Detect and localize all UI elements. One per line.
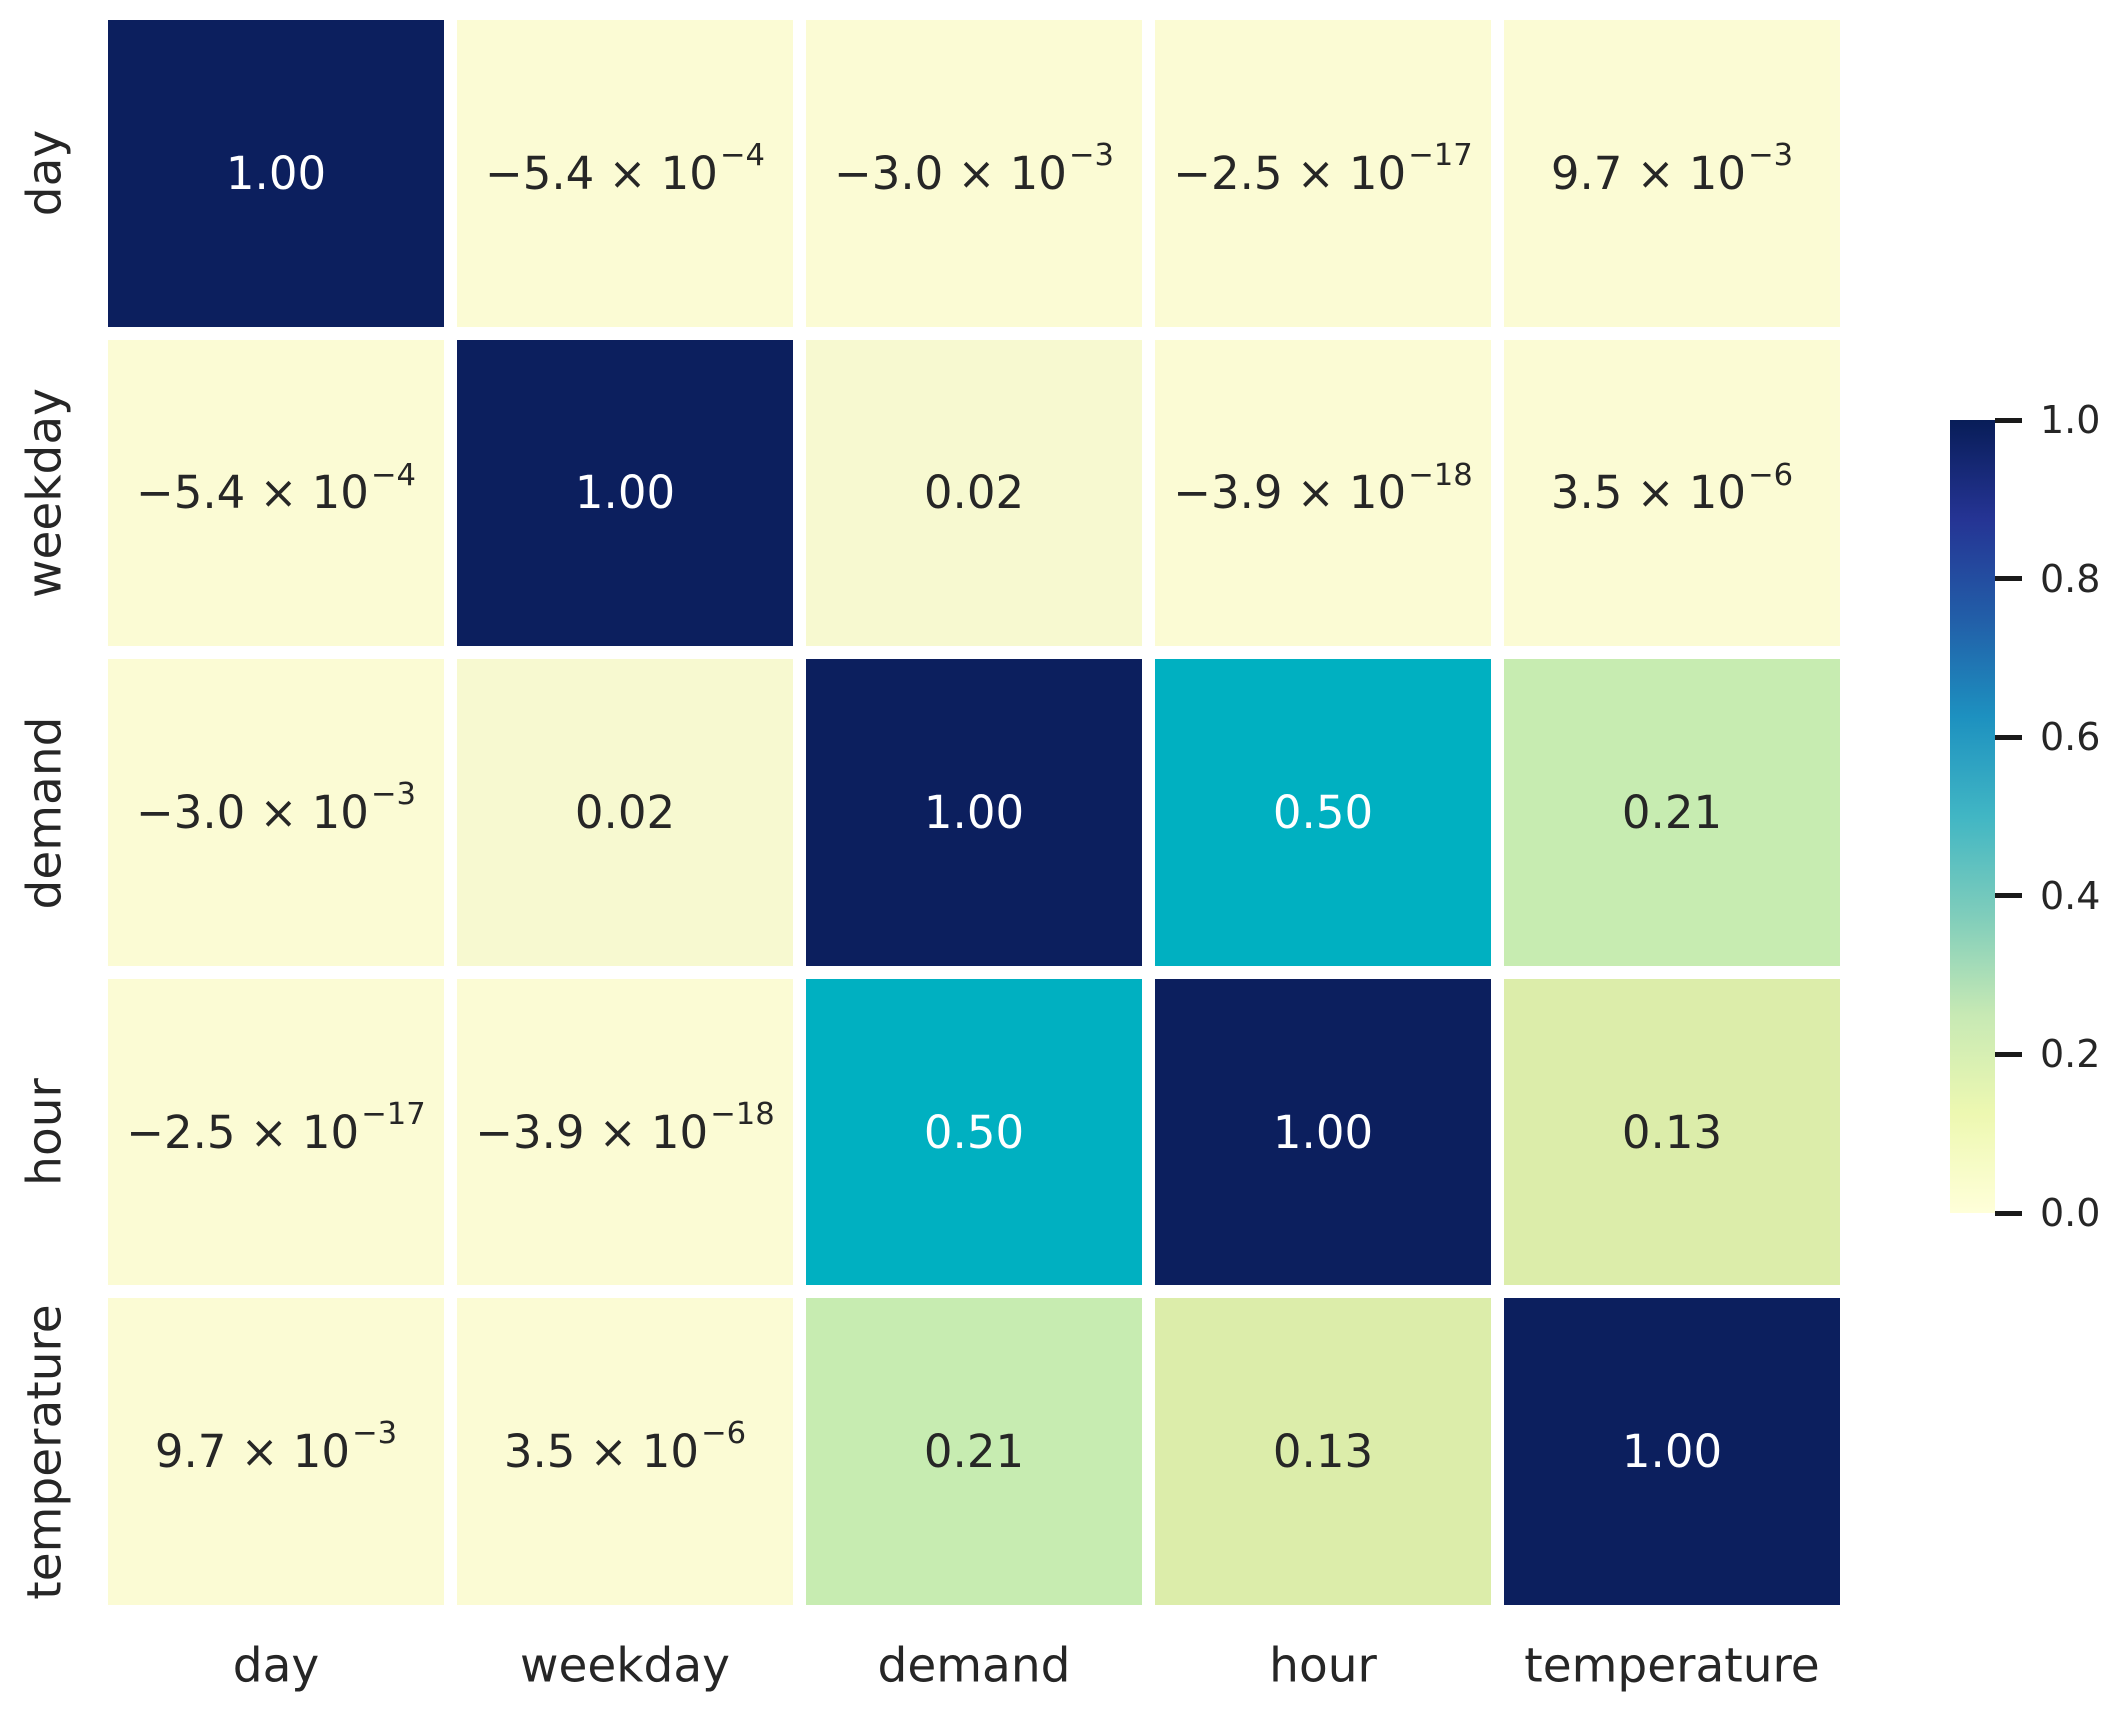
x-axis-label-temperature: temperature	[1524, 1638, 1820, 1694]
y-axis-label-temperature: temperature	[17, 1303, 73, 1600]
heatmap-cell-demand-day: −3.0 × 10 −3	[108, 659, 444, 966]
cell-value: 1.00	[225, 146, 327, 200]
heatmap-cell-day-temperature: 9.7 × 10 −3	[1504, 20, 1840, 327]
cell-value: 0.50	[923, 1105, 1025, 1159]
cell-value: 0.02	[574, 785, 676, 839]
heatmap-cell-demand-weekday: 0.02	[457, 659, 793, 966]
heatmap-cell-demand-demand: 1.00	[806, 659, 1142, 966]
cell-value: −5.4 × 10	[136, 466, 369, 520]
cell-value-exponent: −17	[1408, 138, 1473, 174]
heatmap-cell-hour-hour: 1.00	[1155, 978, 1491, 1286]
x-axis-label-demand: demand	[877, 1638, 1071, 1694]
colorbar-tick	[1995, 576, 2022, 582]
cell-value: −3.9 × 10	[1173, 466, 1407, 520]
heatmap-cell-temperature-temperature: 1.00	[1504, 1298, 1840, 1605]
heatmap-cell-demand-temperature: 0.21	[1504, 659, 1840, 966]
colorbar-tick-label: 0.8	[2040, 556, 2101, 601]
colorbar-tick	[1995, 1210, 2022, 1216]
cell-value: 0.02	[923, 466, 1025, 520]
colorbar-tick-label: 0.4	[2040, 873, 2101, 918]
heatmap-cell-weekday-demand: 0.02	[806, 339, 1142, 647]
heatmap-cell-temperature-day: 9.7 × 10 −3	[108, 1298, 444, 1605]
x-axis-label-hour: hour	[1269, 1638, 1377, 1694]
colorbar-tick	[1995, 417, 2022, 423]
colorbar-tick-label: 0.2	[2040, 1032, 2101, 1077]
cell-value-exponent: −6	[701, 1416, 747, 1452]
x-axis-label-day: day	[232, 1638, 320, 1694]
cell-value: −2.5 × 10	[1173, 146, 1407, 200]
y-axis-label-weekday: weekday	[17, 387, 73, 598]
cell-value: 0.21	[923, 1425, 1025, 1479]
colorbar-tick	[1995, 1051, 2022, 1057]
x-axis-label-weekday: weekday	[520, 1638, 730, 1694]
cell-value: 9.7 × 10	[154, 1425, 351, 1479]
heatmap-cell-weekday-temperature: 3.5 × 10 −6	[1504, 339, 1840, 647]
heatmap-cell-day-weekday: −5.4 × 10 −4	[457, 20, 793, 327]
cell-value: −3.0 × 10	[136, 785, 369, 839]
y-axis-label-day: day	[17, 130, 73, 217]
cell-value: −5.4 × 10	[485, 146, 718, 200]
heatmap-cell-hour-demand: 0.50	[806, 978, 1142, 1286]
cell-value-exponent: −3	[1068, 138, 1114, 174]
heatmap-cell-weekday-day: −5.4 × 10 −4	[108, 339, 444, 647]
heatmap-cell-temperature-demand: 0.21	[806, 1298, 1142, 1605]
heatmap-cell-day-demand: −3.0 × 10 −3	[806, 20, 1142, 327]
heatmap-cell-temperature-hour: 0.13	[1155, 1298, 1491, 1605]
cell-value: 0.13	[1272, 1425, 1374, 1479]
cell-value-exponent: −3	[370, 777, 416, 813]
colorbar-tick	[1995, 734, 2022, 740]
cell-value-exponent: −18	[1408, 457, 1473, 493]
cell-value: 0.13	[1621, 1105, 1723, 1159]
y-axis-label-hour: hour	[17, 1078, 73, 1186]
cell-value: 3.5 × 10	[503, 1425, 700, 1479]
heatmap-cell-weekday-hour: −3.9 × 10 −18	[1155, 339, 1491, 647]
heatmap-cell-day-hour: −2.5 × 10 −17	[1155, 20, 1491, 327]
cell-value-exponent: −3	[1748, 138, 1794, 174]
cell-value-exponent: −4	[719, 138, 765, 174]
cell-value: 1.00	[1621, 1425, 1723, 1479]
colorbar-tick-label: 0.0	[2040, 1191, 2101, 1235]
cell-value: 0.21	[1621, 785, 1723, 839]
heatmap-cell-hour-temperature: 0.13	[1504, 978, 1840, 1286]
heatmap-cell-day-day: 1.00	[108, 20, 444, 327]
colorbar-tick-label: 1.0	[2040, 398, 2101, 442]
cell-value: −3.9 × 10	[475, 1105, 709, 1159]
heatmap-cell-demand-hour: 0.50	[1155, 659, 1491, 966]
cell-value-exponent: −4	[370, 457, 416, 493]
cell-value: 1.00	[923, 785, 1025, 839]
colorbar-tick	[1995, 893, 2022, 899]
cell-value: −2.5 × 10	[126, 1105, 360, 1159]
colorbar-tick-label: 0.6	[2040, 715, 2101, 760]
heatmap-cell-hour-day: −2.5 × 10 −17	[108, 978, 444, 1286]
heatmap-cell-weekday-weekday: 1.00	[457, 339, 793, 647]
cell-value: −3.0 × 10	[834, 146, 1067, 200]
colorbar-gradient	[1950, 420, 1995, 1213]
cell-value: 1.00	[1272, 1105, 1374, 1159]
cell-value-exponent: −6	[1748, 457, 1794, 493]
heatmap-cell-hour-weekday: −3.9 × 10 −18	[457, 978, 793, 1286]
cell-value-exponent: −17	[361, 1096, 426, 1132]
cell-value-exponent: −18	[710, 1096, 775, 1132]
cell-value: 1.00	[574, 466, 676, 520]
cell-value: 9.7 × 10	[1550, 146, 1747, 200]
cell-value-exponent: −3	[352, 1416, 398, 1452]
cell-value: 0.50	[1272, 785, 1374, 839]
cell-value: 3.5 × 10	[1550, 466, 1747, 520]
heatmap-cell-temperature-weekday: 3.5 × 10 −6	[457, 1298, 793, 1605]
y-axis-label-demand: demand	[17, 716, 73, 909]
heatmap-grid: 1.00 −5.4 × 10 −4 −3.0 × 10 −3 −2.5 × 10 −17 9.…	[108, 20, 1840, 1605]
